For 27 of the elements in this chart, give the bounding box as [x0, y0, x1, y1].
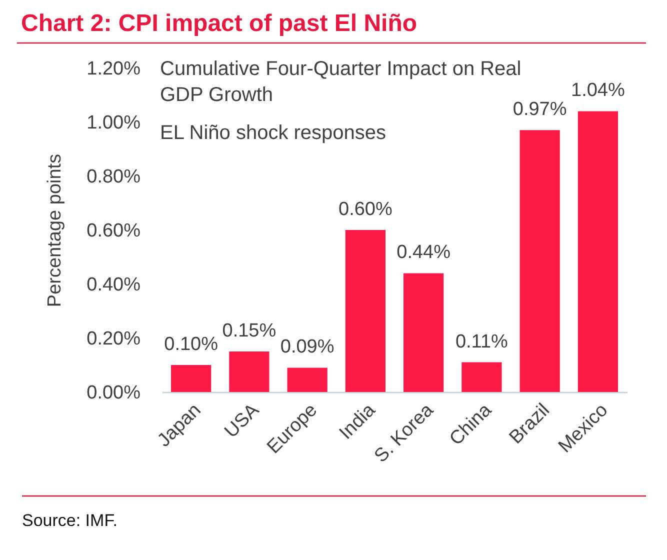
data-label: 0.09% [280, 336, 334, 358]
bar [345, 230, 386, 392]
data-label: 1.04% [571, 80, 625, 102]
bar [287, 368, 328, 392]
y-axis-title: Percentage points [44, 154, 66, 308]
bar [229, 352, 270, 392]
bar [520, 130, 560, 392]
data-label: 0.44% [396, 242, 451, 264]
y-tick-label: 1.20% [86, 58, 141, 80]
y-tick-label: 0.40% [86, 274, 141, 296]
chart-title: Chart 2: CPI impact of past El Niño [21, 10, 418, 37]
source-note: Source: IMF. [22, 511, 118, 530]
bar [404, 273, 444, 392]
bar [171, 365, 212, 392]
y-tick-label: 0.60% [86, 220, 141, 242]
y-tick-label: 0.80% [86, 166, 141, 188]
y-tick-label: 0.20% [86, 328, 141, 350]
bar [462, 362, 502, 392]
data-label: 0.15% [222, 320, 276, 342]
annotation: EL Niño shock responses [160, 122, 386, 144]
y-tick-label: 0.00% [86, 382, 141, 404]
x-tick-label: USA [220, 400, 264, 442]
bar [578, 111, 618, 392]
data-label: 0.10% [164, 334, 218, 355]
data-label: 0.11% [455, 331, 508, 352]
y-tick-label: 1.00% [86, 112, 141, 134]
data-label: 0.60% [338, 199, 392, 220]
